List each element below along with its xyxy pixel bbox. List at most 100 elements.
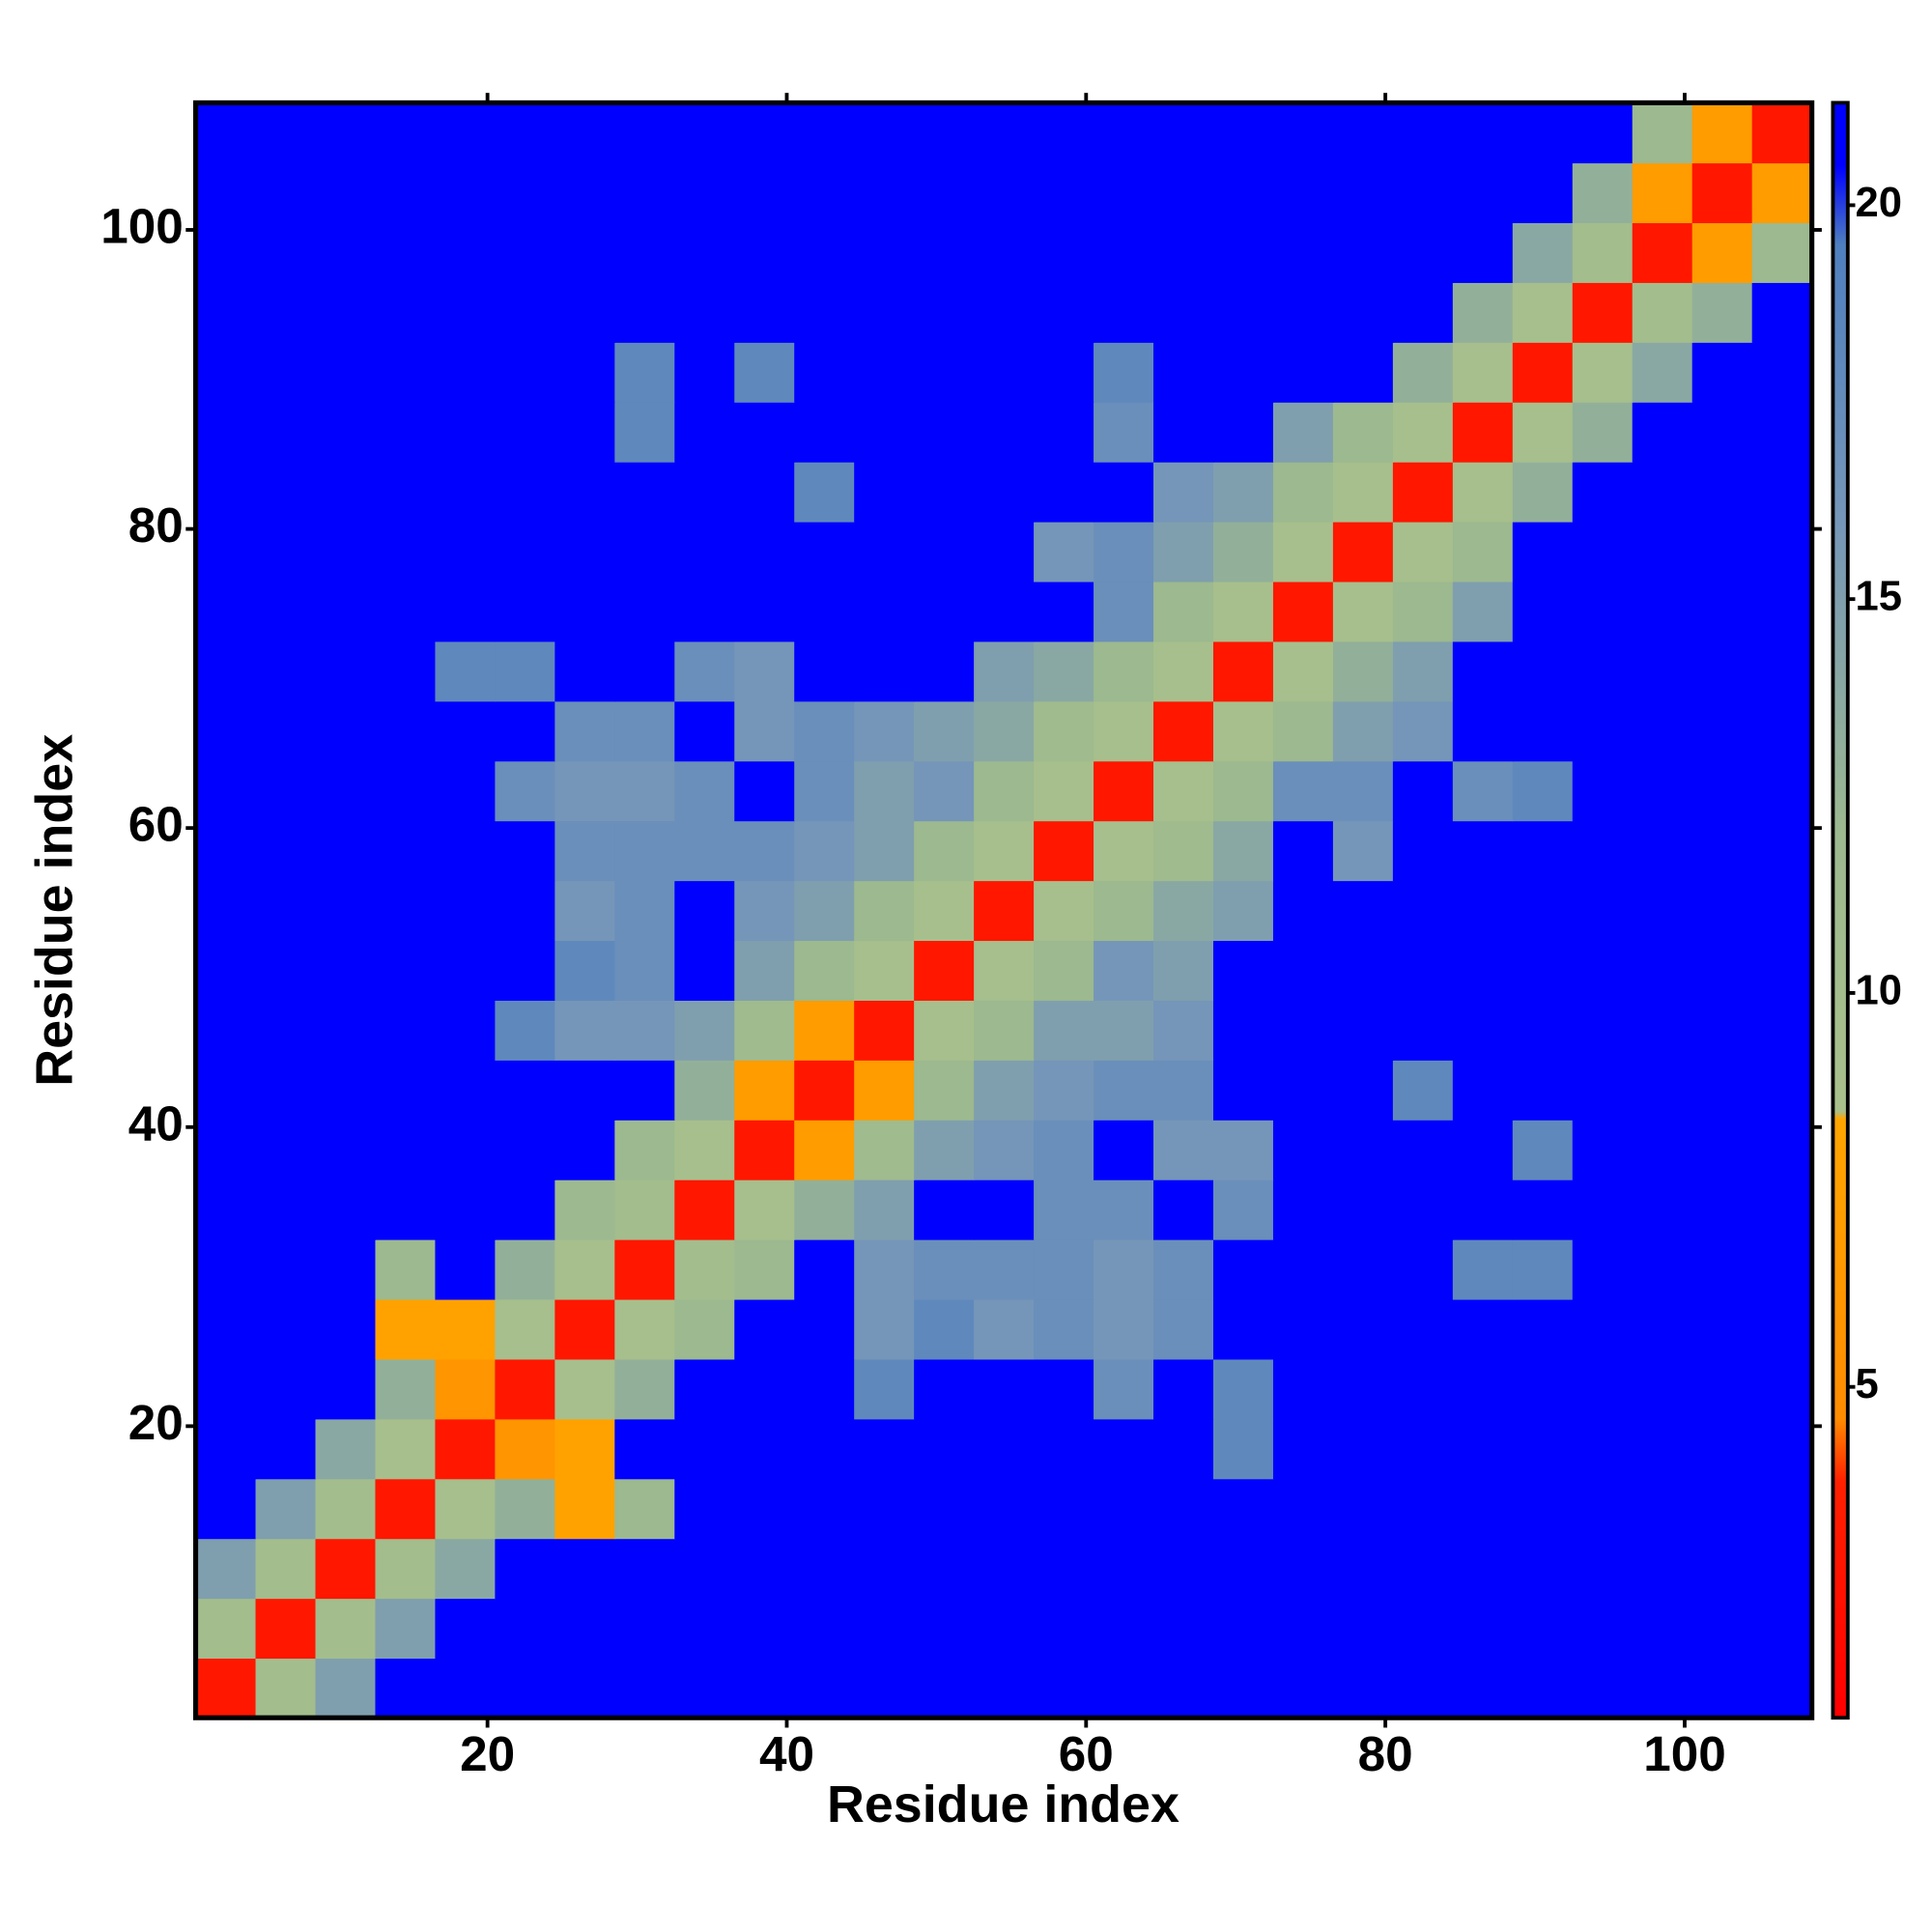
heatmap-cell	[854, 1298, 915, 1360]
heatmap-cell	[914, 222, 975, 283]
heatmap-cell	[554, 461, 616, 523]
heatmap-cell	[1212, 760, 1274, 822]
heatmap-cell	[1153, 1598, 1214, 1660]
heatmap-cell	[854, 820, 915, 882]
heatmap-cell	[974, 222, 1035, 283]
heatmap-cell	[1452, 1358, 1514, 1420]
heatmap-cell	[1392, 402, 1454, 463]
heatmap-cell	[974, 1000, 1035, 1061]
heatmap-cell	[435, 282, 497, 343]
heatmap-cell	[914, 1538, 975, 1600]
heatmap-cell	[195, 1060, 257, 1121]
heatmap-cell	[255, 1358, 317, 1420]
heatmap-cell	[1751, 1060, 1813, 1121]
heatmap-cell	[1094, 282, 1154, 343]
heatmap-cell	[734, 1358, 795, 1420]
heatmap-cell	[914, 1598, 975, 1660]
heatmap-cell	[734, 640, 795, 702]
heatmap-cell	[734, 1538, 795, 1600]
heatmap-cell	[974, 1658, 1035, 1719]
heatmap-cell	[974, 700, 1035, 762]
heatmap-cell	[914, 1298, 975, 1360]
heatmap-cell	[375, 1179, 437, 1240]
heatmap-cell	[1034, 581, 1094, 642]
heatmap-cell	[614, 760, 676, 822]
heatmap-cell	[1272, 1120, 1334, 1180]
heatmap-cell	[974, 461, 1035, 523]
heatmap-cell	[1691, 1120, 1753, 1180]
heatmap-cell	[255, 282, 317, 343]
heatmap-cell	[315, 581, 377, 642]
heatmap-cell	[1153, 581, 1214, 642]
heatmap-cell	[1212, 461, 1274, 523]
heatmap-cell	[914, 342, 975, 403]
heatmap-cell	[1392, 222, 1454, 283]
heatmap-cell	[315, 940, 377, 1001]
heatmap-cell	[1691, 1238, 1753, 1300]
heatmap-cell	[1392, 880, 1454, 942]
heatmap-cell	[1034, 1000, 1094, 1061]
heatmap-cell	[1512, 222, 1574, 283]
heatmap-cell	[1751, 1179, 1813, 1240]
heatmap-cell	[914, 521, 975, 582]
heatmap-cell	[974, 1418, 1035, 1480]
heatmap-cell	[674, 760, 736, 822]
heatmap-cell	[1094, 461, 1154, 523]
heatmap-cell	[1153, 1120, 1214, 1180]
heatmap-cell	[1212, 1000, 1274, 1061]
heatmap-cell	[1332, 1238, 1394, 1300]
heatmap-cell	[1691, 1179, 1753, 1240]
x-tick-label: 40	[759, 1726, 814, 1781]
heatmap-cell	[674, 402, 736, 463]
heatmap-cell	[914, 1238, 975, 1300]
heatmap-cell	[614, 162, 676, 224]
heatmap-cell	[495, 1358, 556, 1420]
heatmap-cell	[974, 820, 1035, 882]
heatmap-cell	[1751, 1238, 1813, 1300]
heatmap-cell	[974, 1060, 1035, 1121]
heatmap-cell	[614, 1000, 676, 1061]
heatmap-cell	[495, 880, 556, 942]
heatmap-cell	[315, 461, 377, 523]
heatmap-cell	[1392, 282, 1454, 343]
heatmap-cell	[1392, 342, 1454, 403]
heatmap-cell	[315, 402, 377, 463]
heatmap-cell	[315, 1658, 377, 1719]
heatmap-cell	[195, 880, 257, 942]
colorbar-tick-label: 15	[1856, 574, 1902, 620]
heatmap-cell	[1751, 1358, 1813, 1420]
heatmap-cell	[1332, 521, 1394, 582]
heatmap-cell	[1512, 1418, 1574, 1480]
heatmap-cell	[1332, 1000, 1394, 1061]
heatmap-cell	[195, 1418, 257, 1480]
heatmap-cell	[794, 521, 855, 582]
heatmap-cell	[674, 461, 736, 523]
heatmap-cell	[255, 880, 317, 942]
heatmap-cell	[1691, 342, 1753, 403]
heatmap-cell	[1691, 1418, 1753, 1480]
heatmap-cell	[794, 1478, 855, 1540]
heatmap-cell	[1034, 222, 1094, 283]
heatmap-cell	[974, 1298, 1035, 1360]
heatmap-cell	[315, 1179, 377, 1240]
heatmap-cell	[1392, 940, 1454, 1001]
heatmap-cell	[794, 1658, 855, 1719]
heatmap-cell	[734, 1598, 795, 1660]
heatmap-cell	[1094, 1358, 1154, 1420]
heatmap-cell	[794, 1238, 855, 1300]
heatmap-cell	[1751, 461, 1813, 523]
heatmap-cell	[1512, 1358, 1574, 1420]
heatmap-cell	[255, 820, 317, 882]
heatmap-cell	[914, 282, 975, 343]
heatmap-cell	[1272, 342, 1334, 403]
heatmap-cell	[614, 102, 676, 164]
heatmap-cell	[554, 282, 616, 343]
heatmap-cell	[614, 1120, 676, 1180]
heatmap-cell	[1572, 1598, 1634, 1660]
heatmap-cell	[255, 402, 317, 463]
heatmap-cell	[794, 1000, 855, 1061]
heatmap-cell	[1034, 1238, 1094, 1300]
heatmap-cell	[674, 640, 736, 702]
heatmap-cell	[255, 760, 317, 822]
heatmap-cell	[674, 1478, 736, 1540]
